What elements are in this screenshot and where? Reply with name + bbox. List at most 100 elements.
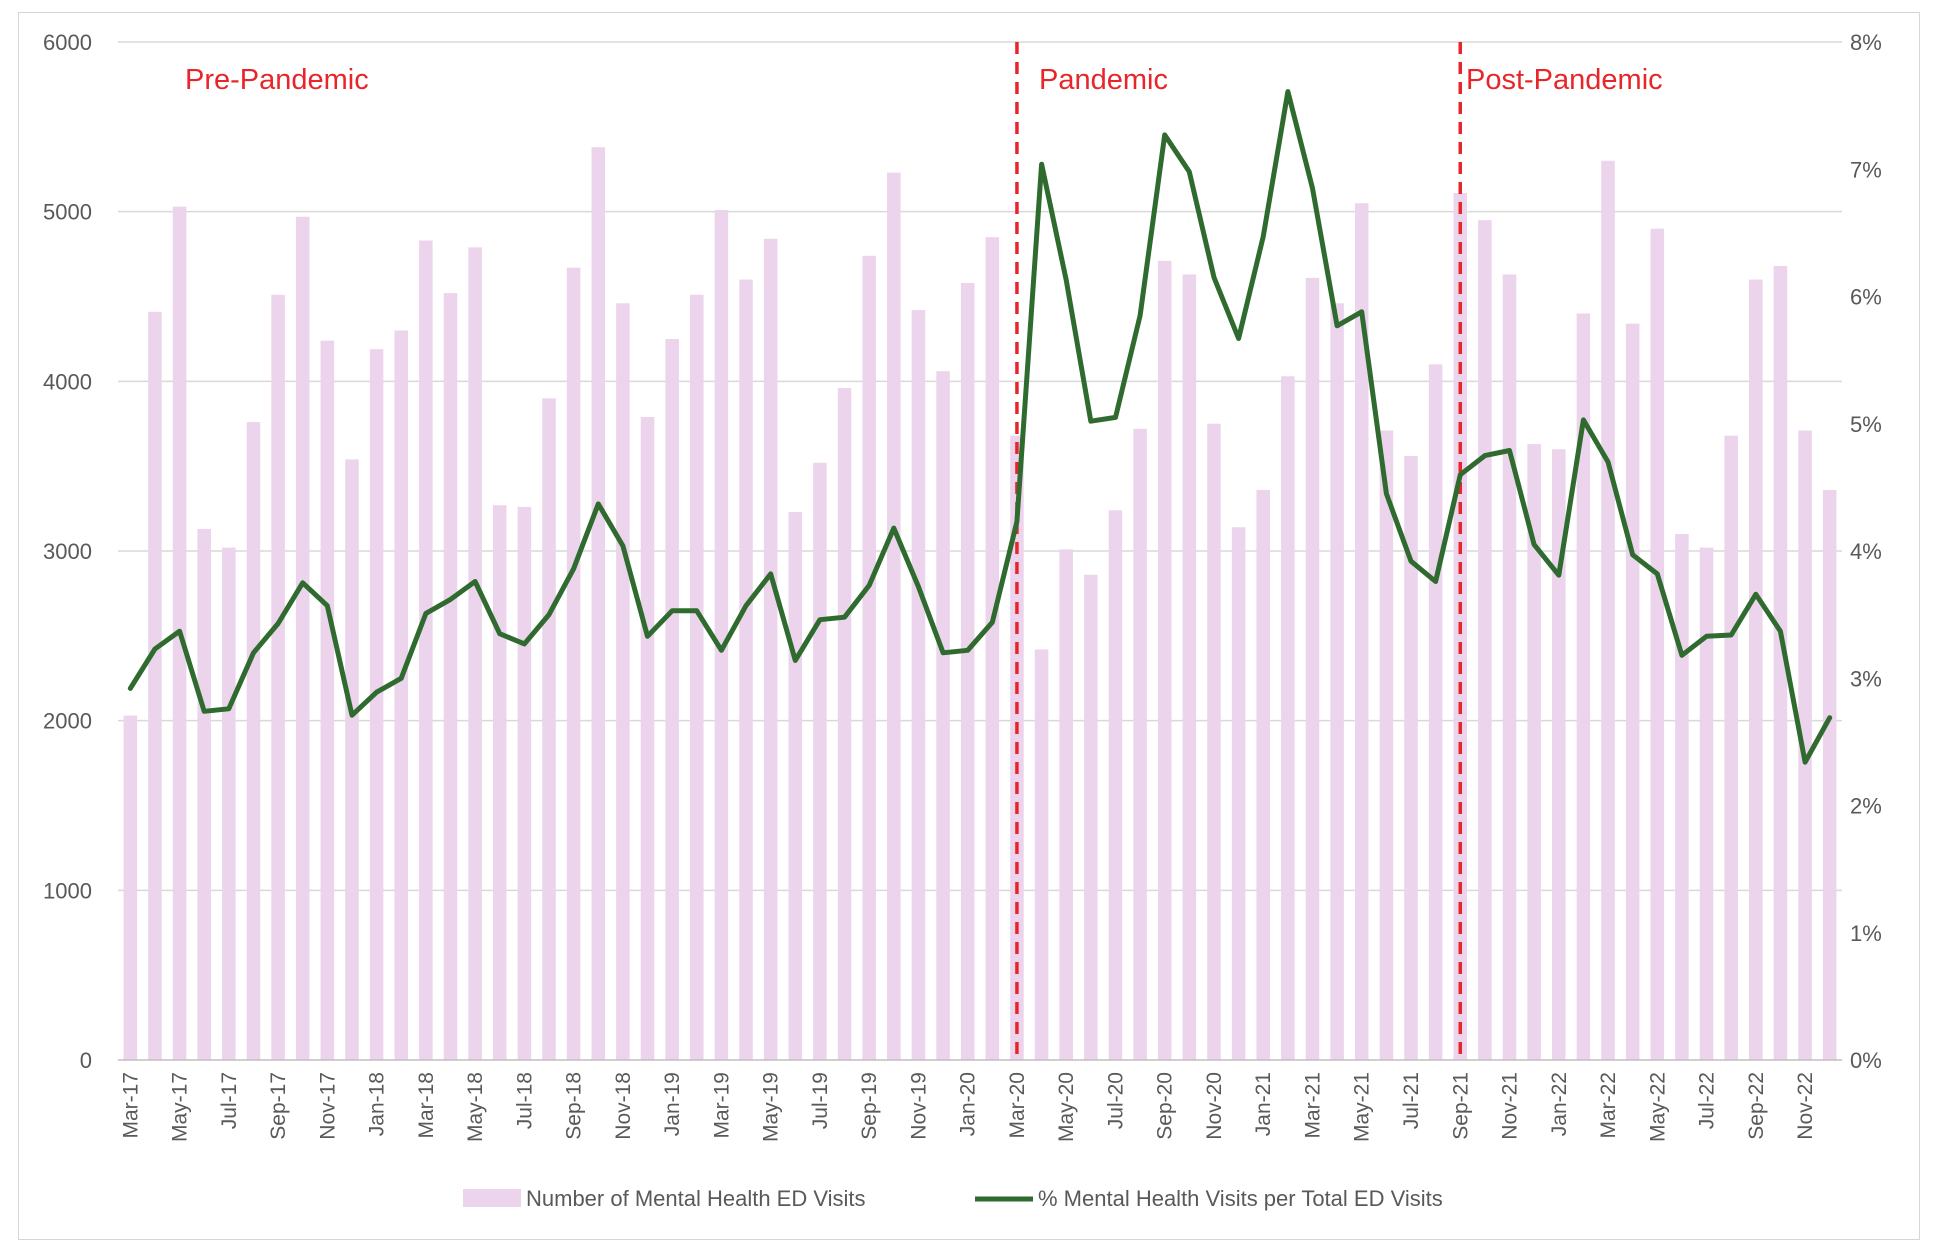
y-right-tick-label: 8% [1850,30,1882,55]
tick-labels: 0 1000 2000 3000 4000 5000 6000 0% 1% 2% 3% 4% 5% 6% 7… [43,30,1882,1142]
y-left-tick-label: 0 [80,1048,92,1073]
era-annotations: Pre-Pandemic Pandemic Post-Pandemic [185,64,1663,96]
bar [936,371,950,1060]
bar [1749,279,1763,1060]
y-left-tick-label: 5000 [43,200,92,225]
y-left-tick-label: 2000 [43,709,92,734]
bar [665,338,679,1061]
bar [591,147,606,1060]
x-tick-label: Jan-22 [1548,1072,1571,1136]
bar [1281,376,1295,1060]
bar [1675,534,1689,1060]
x-tick-label: May-21 [1351,1072,1374,1142]
x-tick-label: Sep-21 [1449,1072,1472,1140]
bar [271,294,285,1060]
bar [1157,260,1172,1060]
bar [813,462,827,1061]
x-tick-label: May-22 [1646,1072,1669,1142]
x-tick-label: Sep-20 [1154,1072,1177,1140]
bar [1798,430,1812,1061]
bar [887,172,901,1061]
bar [197,528,211,1060]
x-tick-label: Jul-17 [218,1072,241,1129]
era-label-post-pandemic: Post-Pandemic [1466,64,1663,96]
bar [1059,549,1073,1060]
x-tick-label: Nov-18 [612,1072,635,1140]
y-right-tick-label: 1% [1850,921,1882,946]
bar [1231,527,1246,1060]
bar [763,238,778,1060]
legend-label-line: % Mental Health Visits per Total ED Visi… [1038,1186,1443,1211]
bar [1182,274,1197,1060]
x-tick-label: Mar-20 [1006,1072,1029,1139]
x-tick-label: May-17 [169,1072,192,1142]
bar [1428,364,1443,1060]
bar [1354,203,1369,1060]
bar [1404,455,1418,1060]
bar [345,459,359,1060]
bar [960,282,975,1061]
x-tick-label: Mar-22 [1597,1072,1620,1139]
era-dividers [1015,42,1463,1060]
bar [1502,274,1517,1060]
bar [1576,313,1591,1060]
bar [394,330,409,1060]
x-tick-label: Sep-19 [858,1072,881,1140]
bar [714,209,729,1061]
x-tick-label: Jul-19 [809,1072,832,1129]
x-tick-label: May-19 [760,1072,783,1142]
bar-series [123,147,1837,1061]
y-right-tick-label: 2% [1850,794,1882,819]
era-label-pre-pandemic: Pre-Pandemic [185,64,369,96]
y-left-tick-label: 4000 [43,369,92,394]
bar [468,247,482,1061]
bar [1551,449,1566,1060]
bar [739,279,753,1060]
bar [1822,489,1837,1060]
bar [492,505,507,1060]
x-tick-label: Sep-17 [267,1072,290,1140]
bar [1256,489,1271,1060]
x-tick-label: Nov-17 [316,1072,339,1140]
bar [1108,510,1123,1060]
x-tick-label: Jul-20 [1104,1072,1127,1129]
bar [246,422,261,1060]
legend-swatch-bars [463,1189,521,1207]
bar [837,388,852,1060]
bar [985,237,1000,1060]
x-tick-label: Mar-17 [119,1072,142,1139]
bar [1305,277,1320,1060]
y-right-tick-label: 0% [1850,1048,1882,1073]
bar [1650,228,1665,1061]
x-tick-label: Mar-19 [710,1072,733,1139]
bar [689,294,704,1060]
x-tick-label: Mar-21 [1301,1072,1324,1139]
bar [1133,428,1147,1061]
bar [320,340,335,1060]
x-tick-label: Jul-22 [1696,1072,1719,1129]
bar [1699,547,1714,1060]
x-tick-label: Jul-21 [1400,1072,1423,1129]
y-left-tick-label: 3000 [43,539,92,564]
y-right-tick-label: 7% [1850,157,1882,182]
x-tick-label: Jan-18 [366,1072,389,1136]
legend-label-bars: Number of Mental Health ED Visits [526,1186,866,1211]
y-right-tick-label: 4% [1850,539,1882,564]
bar [566,267,581,1060]
x-tick-label: Mar-18 [415,1072,438,1139]
bar [222,547,236,1060]
legend: Number of Mental Health ED Visits % Ment… [463,1186,1443,1211]
bar [616,303,630,1061]
y-right-tick-label: 5% [1850,412,1882,437]
y-left-tick-label: 1000 [43,878,92,903]
x-tick-label: Nov-22 [1794,1072,1817,1140]
bar [295,216,310,1061]
x-tick-label: Sep-22 [1745,1072,1768,1140]
x-tick-label: May-18 [464,1072,487,1142]
bar [1625,323,1640,1060]
era-label-pandemic: Pandemic [1039,64,1168,96]
bar [542,398,556,1060]
bar [862,255,876,1060]
bar [419,240,433,1060]
